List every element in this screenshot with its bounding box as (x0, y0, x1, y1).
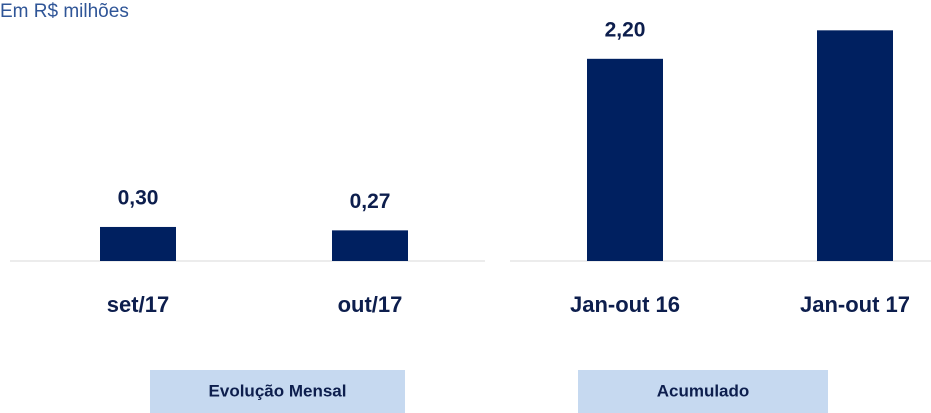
value-label: 0,27 (350, 190, 391, 213)
x-tick-label: Jan-out 17 (800, 292, 910, 317)
unit-label: Em R$ milhões (0, 1, 129, 22)
bar (817, 30, 893, 261)
value-label: 2,20 (605, 18, 646, 41)
caption-box (150, 370, 405, 413)
bar (100, 226, 176, 261)
caption: Acumulado (657, 381, 750, 400)
value-label: 0,30 (118, 187, 159, 210)
caption: Evolução Mensal (209, 381, 347, 400)
x-tick-label: Jan-out 16 (570, 292, 680, 317)
bar (332, 230, 408, 261)
x-tick-label: out/17 (338, 292, 403, 317)
x-tick-label: set/17 (107, 292, 169, 317)
caption-box (578, 370, 828, 413)
bar (587, 58, 663, 262)
